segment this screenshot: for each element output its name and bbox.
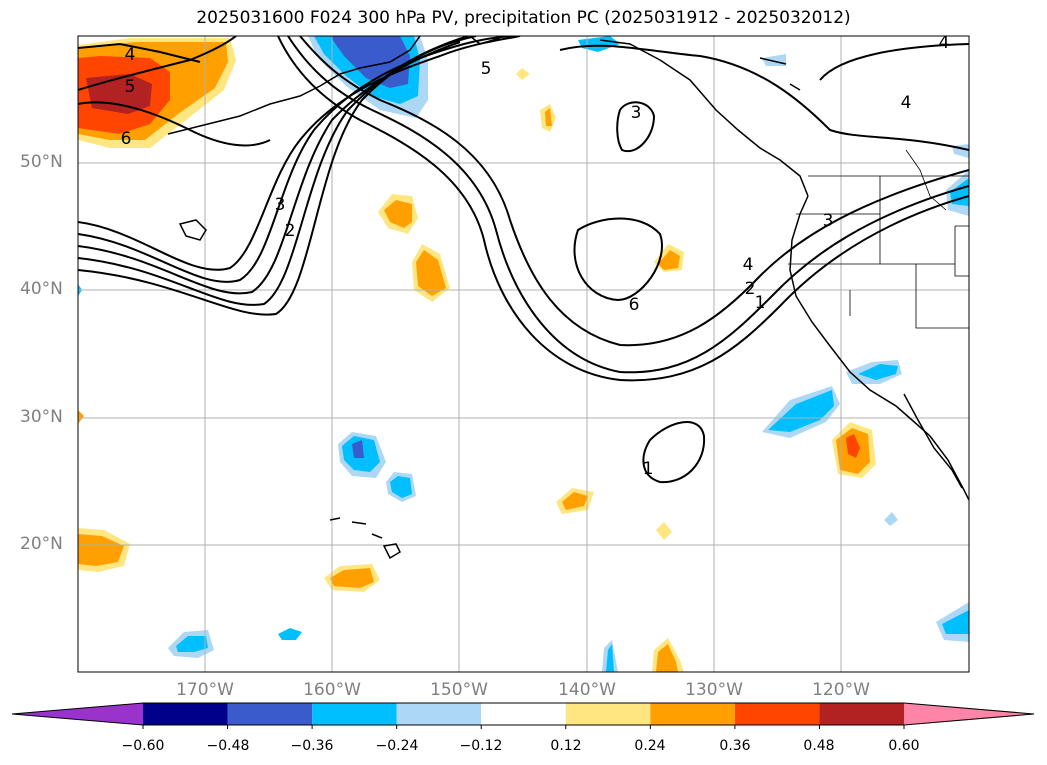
colorbar-segment [565,703,651,725]
map-plot-area: 4 5 6 3 2 5 3 6 4 2 1 3 4 4 1 [78,33,969,672]
pv-label: 6 [121,129,132,149]
plot-frame [77,35,970,673]
colorbar-tick-label: 0.60 [888,738,920,754]
lat-label: 50°N [20,152,63,172]
colorbar-segment [734,703,820,725]
lat-label: 40°N [20,279,63,299]
political-borders [788,149,969,329]
precip-shading [78,36,969,672]
map-title: 2025031600 F024 300 hPa PV, precipitatio… [196,8,851,28]
colorbar-segment [819,703,904,725]
colorbar-tick-label: −0.24 [375,738,419,754]
pv-label: 4 [743,255,754,275]
pv-label: 4 [939,33,950,53]
lon-label: 160°W [303,680,361,700]
coastlines [167,36,969,560]
lon-label: 130°W [685,680,743,700]
colorbar-extend-max [904,703,1034,725]
graticule [78,36,969,672]
pv-label: 2 [745,279,756,299]
lon-label: 170°W [176,680,234,700]
pv-label: 1 [643,459,654,479]
colorbar-segment [312,703,397,725]
lon-label: 150°W [430,680,488,700]
colorbar-segment [227,703,313,725]
lat-label: 30°N [20,407,63,427]
colorbar-tick-label: 0.12 [550,738,582,754]
pv-label: 4 [125,45,136,65]
colorbar-tick-label: −0.36 [290,738,334,754]
colorbar-tick-label: −0.12 [459,738,503,754]
pv-label: 1 [755,293,766,313]
pv-label: 5 [125,77,136,97]
lon-label: 120°W [812,680,870,700]
pv-label: 3 [275,195,286,215]
pv-label: 4 [901,93,912,113]
pv-label: 6 [629,295,640,315]
pv-contour-labels: 4 5 6 3 2 5 3 6 4 2 1 3 4 4 1 [121,33,950,479]
colorbar [11,702,1035,729]
colorbar-segment [396,703,482,725]
pv-label: 3 [823,211,834,231]
pv-label: 2 [285,221,296,241]
pv-label: 3 [631,103,642,123]
lon-label: 140°W [558,680,616,700]
colorbar-extend-min [12,703,143,725]
colorbar-segment [650,703,735,725]
lat-label: 20°N [20,534,63,554]
colorbar-tick-label: 0.36 [719,738,751,754]
colorbar-tick-label: 0.48 [803,738,835,754]
pv-label: 5 [481,59,492,79]
pv-contours [78,36,969,484]
colorbar-tick-label: −0.48 [206,738,250,754]
colorbar-segment [481,703,566,725]
colorbar-tick-label: −0.60 [121,738,165,754]
colorbar-segment [143,703,228,725]
colorbar-tick-label: 0.24 [634,738,666,754]
